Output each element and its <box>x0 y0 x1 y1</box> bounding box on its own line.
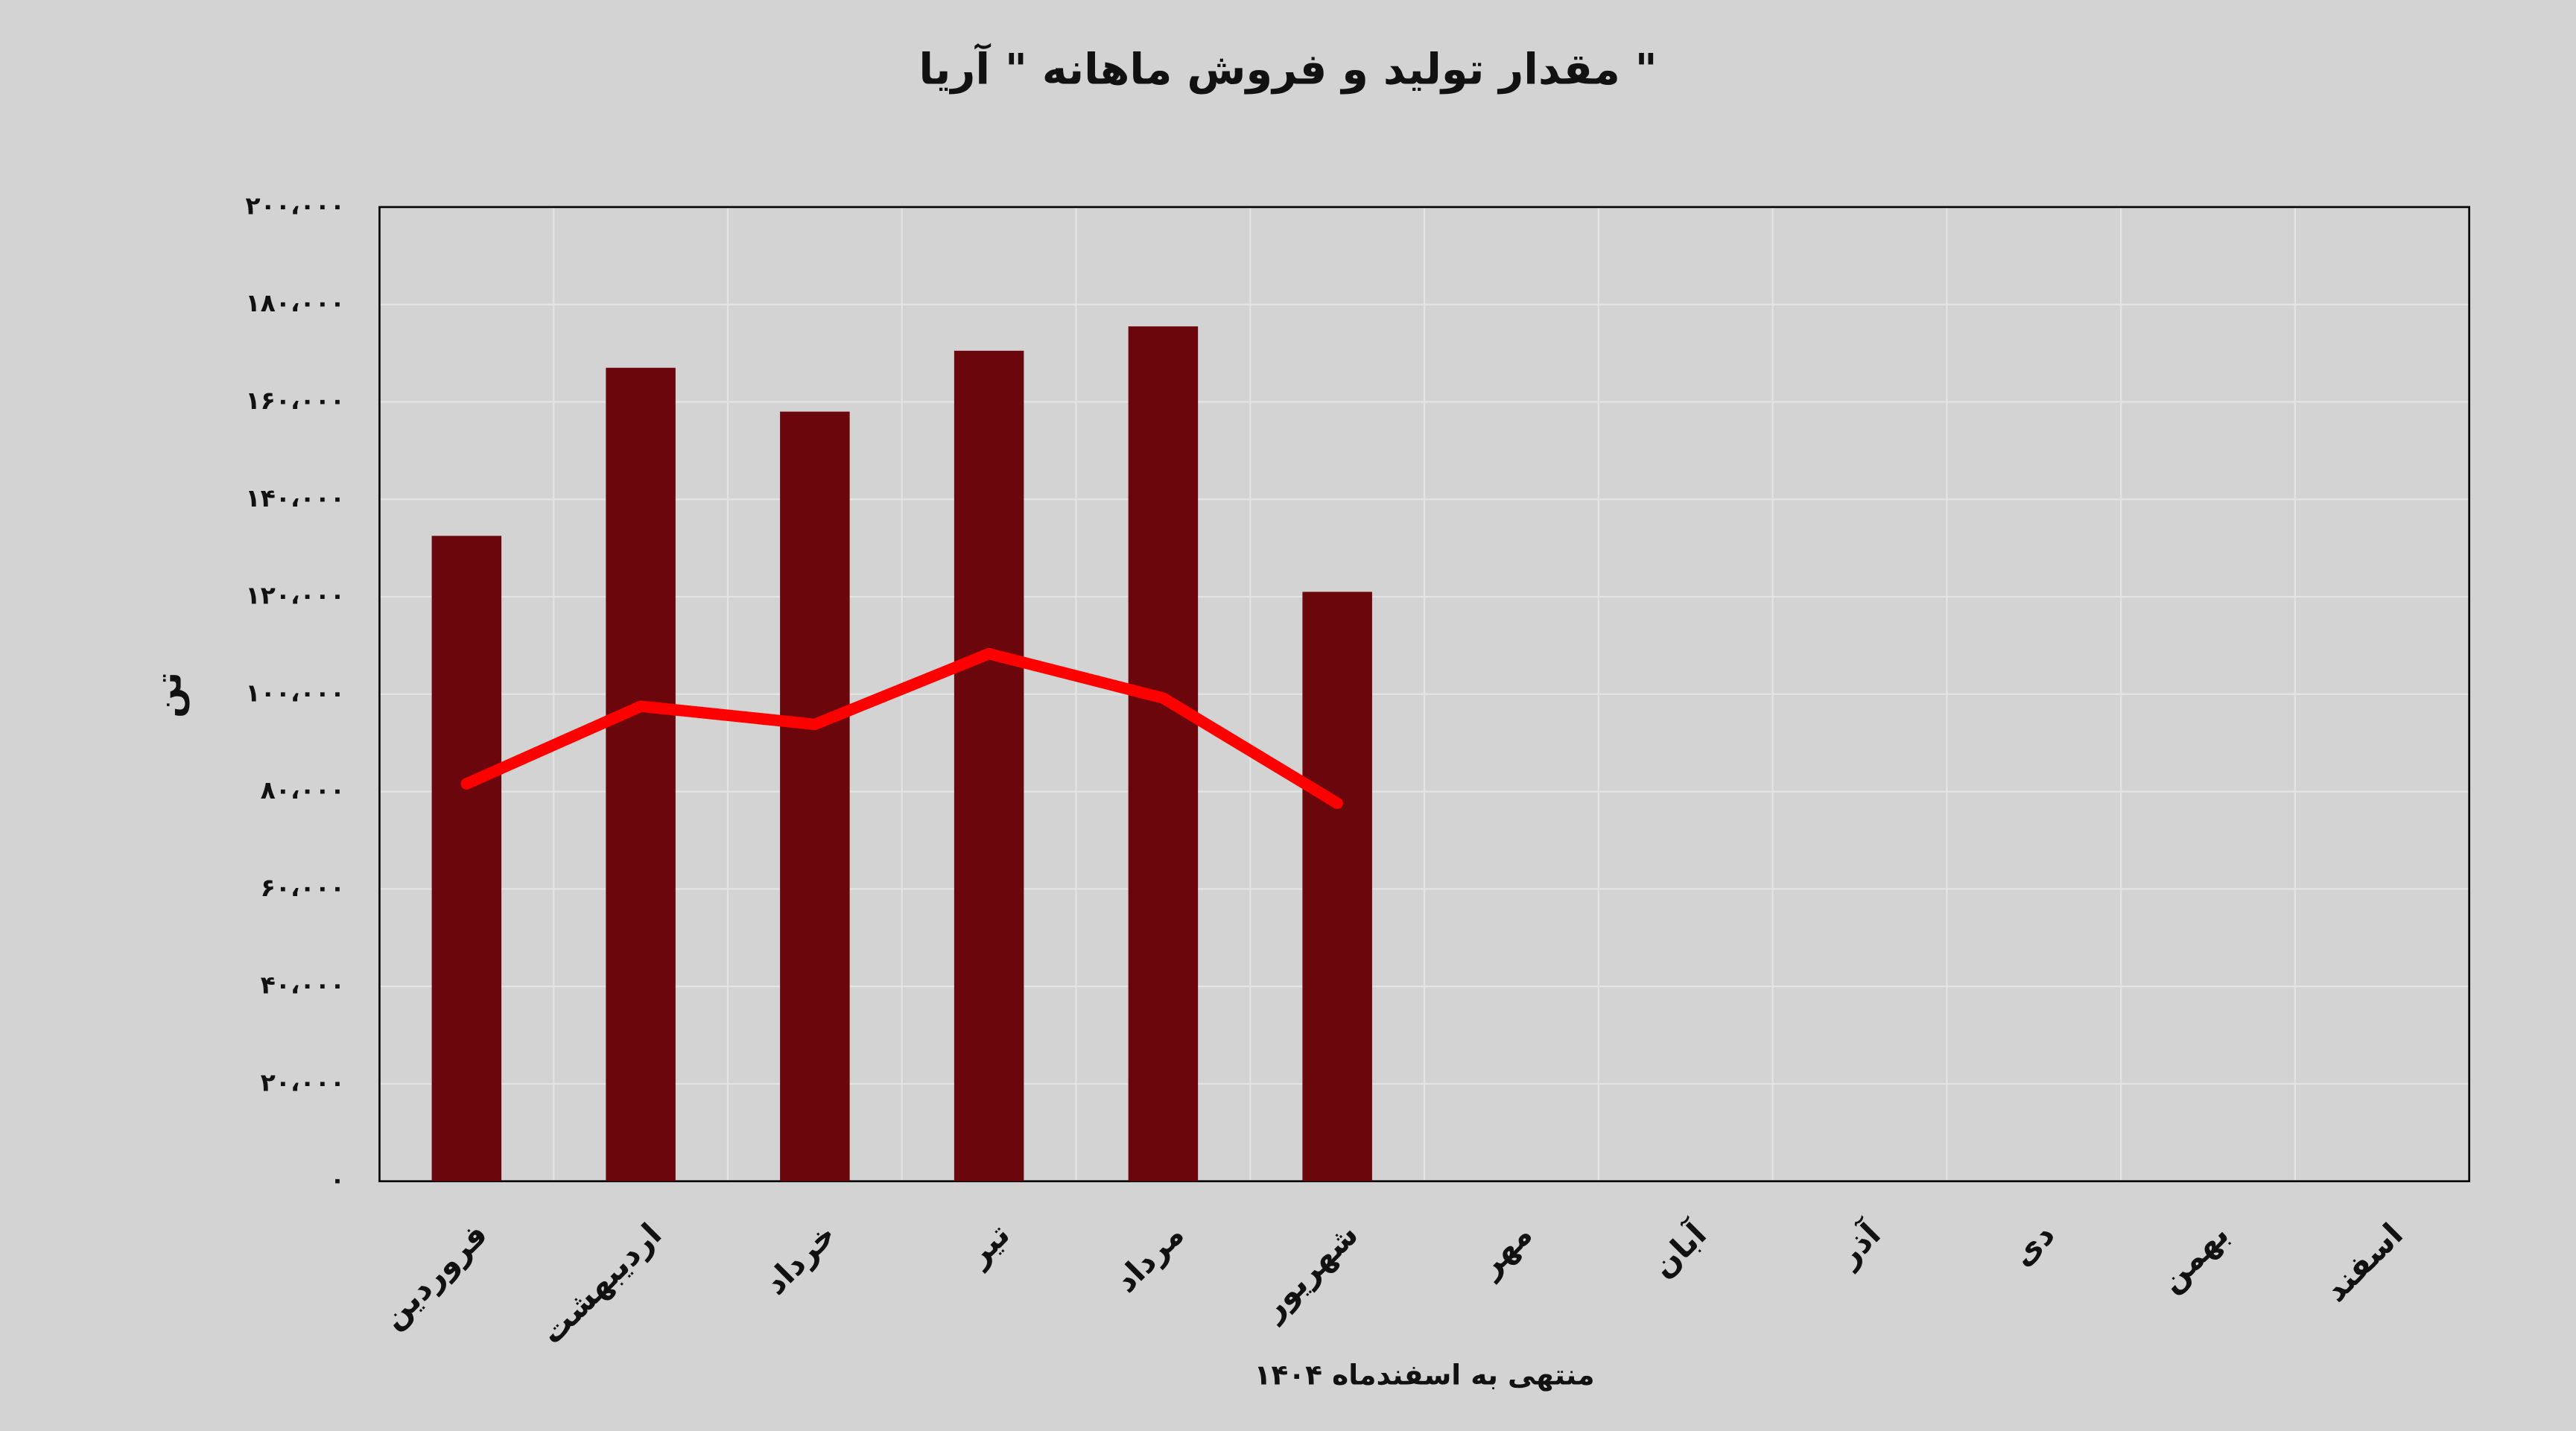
x-axis-label: منتهی به اسفندماه ۱۴۰۴ <box>1254 1359 1595 1392</box>
plot-frame <box>378 206 2470 1183</box>
bar <box>1128 326 1199 1181</box>
y-tick-label: ۰ <box>330 1165 345 1194</box>
y-axis-label: تن <box>147 672 189 718</box>
y-tick-label: ۲۰۰،۰۰۰ <box>245 191 345 220</box>
y-tick-label: ۱۶۰،۰۰۰ <box>245 386 345 415</box>
line <box>460 647 1343 810</box>
y-tick-label: ۱۴۰،۰۰۰ <box>245 483 345 513</box>
y-tick-label: ۱۰۰،۰۰۰ <box>245 678 345 707</box>
bar <box>1302 591 1372 1181</box>
y-tick-label: ۱۸۰،۰۰۰ <box>245 288 345 317</box>
y-tick-label: ۶۰،۰۰۰ <box>261 873 346 902</box>
chart-title: مقدار تولید و فروش ماهانه " آریا " <box>919 43 1657 95</box>
bar <box>780 411 850 1181</box>
y-tick-label: ۲۰،۰۰۰ <box>261 1067 346 1097</box>
y-tick-label: ۱۲۰،۰۰۰ <box>245 581 345 610</box>
bar <box>431 536 502 1181</box>
bar <box>954 350 1024 1181</box>
y-tick-label: ۴۰،۰۰۰ <box>261 971 346 1000</box>
y-tick-label: ۸۰،۰۰۰ <box>261 775 346 805</box>
bar <box>606 367 676 1181</box>
